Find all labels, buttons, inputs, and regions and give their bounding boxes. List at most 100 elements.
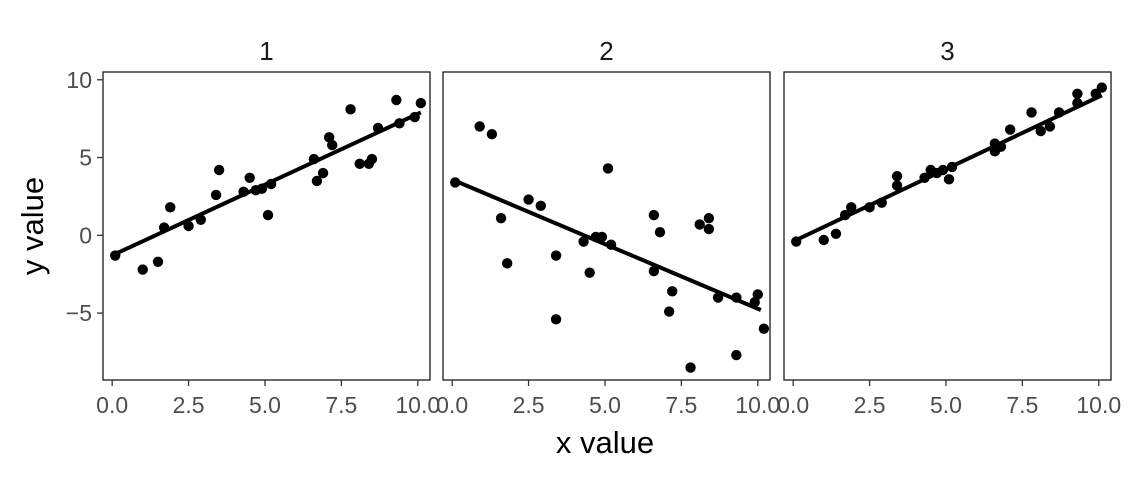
data-point [256, 183, 268, 194]
x-tick-label: 7.5 [1006, 392, 1038, 418]
x-tick-label: 0.0 [436, 392, 468, 418]
x-tick-label: 5.0 [930, 392, 962, 418]
panel-title: 1 [259, 36, 273, 66]
x-tick-label: 7.5 [325, 392, 357, 418]
data-point [731, 349, 742, 361]
data-point [238, 186, 249, 197]
data-point [712, 292, 724, 303]
data-point [535, 200, 546, 211]
data-point [648, 209, 660, 221]
data-point [946, 161, 958, 173]
data-point [731, 292, 742, 303]
y-axis: −5 0 5 10 [66, 67, 103, 326]
data-point [703, 213, 715, 224]
y-tick-label: 5 [79, 145, 92, 171]
data-point [265, 178, 277, 190]
x-tick-label: 2.5 [513, 392, 545, 418]
data-point [1072, 97, 1083, 109]
y-tick-label: 10 [66, 67, 92, 93]
data-point [864, 202, 875, 213]
y-tick-label: −5 [66, 300, 92, 326]
x-tick-label: 0.0 [777, 392, 809, 418]
data-point [501, 258, 513, 269]
data-point [1072, 88, 1083, 99]
x-tick-label: 10.0 [1076, 392, 1121, 418]
data-point [596, 231, 608, 243]
data-point [372, 122, 384, 134]
panel-1: 10.0 2.5 5.0 7.5 10.0 [96, 36, 440, 418]
data-point [450, 177, 461, 188]
data-point [210, 189, 222, 201]
data-point [308, 153, 320, 165]
data-point [584, 267, 595, 278]
data-point [158, 222, 170, 233]
data-point [703, 223, 715, 235]
x-tick-label: 5.0 [249, 392, 281, 418]
x-tick-label: 2.5 [173, 392, 205, 418]
data-point [550, 250, 562, 261]
data-point [345, 104, 356, 115]
data-point [602, 163, 614, 174]
data-point [1044, 121, 1056, 132]
data-point [830, 228, 842, 239]
data-point [995, 141, 1007, 152]
data-point [317, 167, 329, 179]
data-point [1035, 125, 1046, 137]
data-point [394, 118, 405, 129]
panels: 10.0 2.5 5.0 7.5 10.020.0 2.5 5.0 7.5 10.030.0 2.… [96, 36, 1121, 418]
data-point [1096, 82, 1108, 93]
data-point [354, 158, 365, 169]
data-point [523, 194, 534, 205]
x-tick-label: 0.0 [96, 392, 128, 418]
data-point [1026, 107, 1037, 118]
data-point [578, 236, 589, 247]
data-point [667, 286, 678, 297]
data-point [943, 174, 955, 185]
data-point [876, 197, 887, 208]
data-point [648, 265, 660, 277]
data-point [415, 97, 427, 109]
x-tick-label: 7.5 [665, 392, 697, 418]
x-tick-label: 10.0 [735, 392, 780, 418]
data-point [366, 153, 378, 165]
data-point [685, 362, 696, 373]
panel-title: 3 [940, 36, 954, 66]
data-point [110, 250, 121, 261]
data-point [262, 209, 274, 221]
panel-title: 2 [599, 36, 613, 66]
panel-3: 3 0.0 2.5 5.0 7.5 10.0 [777, 36, 1121, 418]
data-point [919, 172, 930, 183]
panel-frame [783, 71, 1112, 381]
panel-frame [102, 71, 431, 381]
data-point [183, 220, 194, 232]
data-point [474, 121, 485, 132]
data-point [663, 306, 675, 317]
data-point [891, 180, 903, 191]
data-point [654, 227, 666, 238]
data-point [839, 209, 851, 221]
data-point [152, 256, 164, 267]
y-tick-label: 0 [79, 222, 92, 248]
data-point [244, 172, 255, 183]
data-point [891, 171, 903, 182]
data-point [327, 139, 338, 151]
y-axis-title: y value [15, 177, 50, 275]
data-point [818, 234, 829, 246]
data-point [937, 164, 949, 176]
data-point [195, 214, 206, 225]
x-tick-label: 5.0 [589, 392, 621, 418]
data-point [694, 219, 705, 230]
data-point [846, 202, 857, 213]
data-point [758, 323, 770, 334]
data-point [165, 202, 176, 213]
data-point [495, 213, 507, 224]
data-point [791, 236, 802, 247]
data-point [137, 264, 148, 275]
data-point [1053, 107, 1065, 118]
panel-frame [442, 71, 771, 381]
x-tick-label: 2.5 [854, 392, 886, 418]
data-point [391, 94, 402, 106]
panel-2: 2 0.0 2.5 5.0 7.5 10.0 [436, 36, 780, 418]
x-tick-label: 10.0 [395, 392, 440, 418]
